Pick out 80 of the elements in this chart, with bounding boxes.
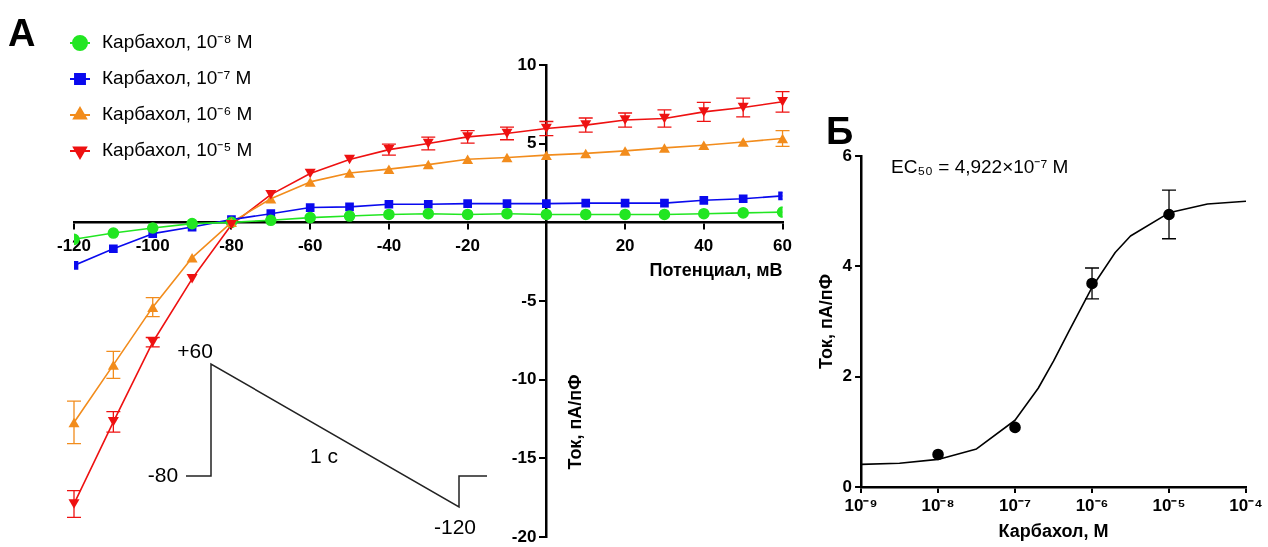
x-tick-label: 40	[694, 236, 714, 256]
x-tick-label: 10⁻⁴	[1229, 495, 1263, 515]
point	[463, 199, 472, 208]
point	[462, 154, 474, 164]
point	[343, 210, 356, 222]
point	[699, 195, 709, 205]
point	[737, 137, 749, 147]
point	[146, 222, 159, 234]
x-tick-label: 10⁻⁹	[844, 495, 878, 515]
point	[698, 140, 710, 150]
point	[542, 199, 551, 208]
annotation: -80	[147, 462, 179, 486]
point	[619, 208, 631, 221]
point	[422, 207, 435, 220]
point	[1009, 421, 1021, 434]
point	[660, 198, 669, 208]
annotation: +60	[177, 338, 213, 362]
x-tick-label: 20	[615, 236, 635, 256]
point	[502, 199, 512, 208]
y-axis-title: Ток, пА/пФ	[565, 374, 586, 470]
legend-label: Карбахол, 10⁻⁶ М	[102, 103, 253, 125]
point	[932, 448, 944, 461]
x-tick-label: 10⁻⁸	[921, 495, 955, 515]
y-tick-label: 5	[526, 133, 537, 153]
x-tick-label: -80	[219, 236, 244, 256]
y-tick-label: 4	[842, 256, 853, 276]
y-tick-label: 2	[842, 366, 853, 386]
point	[304, 211, 316, 224]
point	[186, 217, 198, 230]
point	[383, 164, 395, 174]
point	[461, 208, 474, 221]
y-tick-label: 0	[842, 476, 853, 496]
x-tick-label: 10⁻⁶	[1075, 495, 1109, 515]
point	[540, 208, 553, 221]
x-tick-label: -40	[376, 236, 402, 256]
point	[540, 150, 552, 160]
point	[345, 202, 354, 212]
annotation: 1 с	[309, 443, 339, 467]
point	[107, 227, 120, 239]
point	[738, 194, 748, 204]
y-tick-label: -15	[511, 448, 537, 468]
point	[344, 168, 356, 178]
point	[265, 214, 277, 227]
point	[384, 199, 394, 209]
legend-label: Карбахол, 10⁻⁸ М	[102, 31, 253, 53]
point	[109, 244, 118, 254]
point	[698, 207, 710, 220]
point	[658, 208, 671, 221]
point	[383, 208, 395, 221]
x-tick-label: 10⁻⁵	[1152, 495, 1186, 515]
y-tick-label: -10	[511, 369, 537, 389]
x-tick-label: -100	[135, 236, 170, 256]
y-tick-label: -5	[521, 290, 537, 310]
point	[501, 207, 513, 220]
annotation: -120	[433, 514, 477, 538]
x-tick-label: -20	[455, 236, 480, 256]
point	[580, 148, 592, 159]
point	[305, 203, 315, 212]
point	[304, 177, 316, 187]
point	[658, 143, 670, 153]
x-tick-label: 60	[773, 236, 793, 256]
x-tick-label: -60	[297, 236, 323, 256]
legend-label: Карбахол, 10⁻⁵ М	[102, 139, 253, 161]
x-axis-title: Потенциал, мВ	[649, 260, 783, 281]
y-tick-label: -20	[511, 526, 537, 546]
point	[581, 198, 591, 208]
point	[186, 252, 198, 263]
y-tick-label: 10	[517, 54, 537, 74]
point	[579, 208, 592, 221]
x-tick-label: 10⁻⁷	[999, 495, 1031, 515]
point	[501, 152, 513, 163]
point	[737, 207, 749, 219]
chart-title: A	[8, 12, 36, 54]
y-axis-title: Ток, пА/пФ	[815, 274, 836, 369]
annotation: EC₅₀ = 4,922×10⁻⁷ М	[891, 156, 1069, 178]
x-axis-title: Карбахол, М	[998, 521, 1109, 542]
point	[422, 159, 434, 170]
point	[423, 199, 433, 209]
legend-label: Карбахол, 10⁻⁷ М	[102, 67, 252, 89]
point	[619, 146, 631, 156]
